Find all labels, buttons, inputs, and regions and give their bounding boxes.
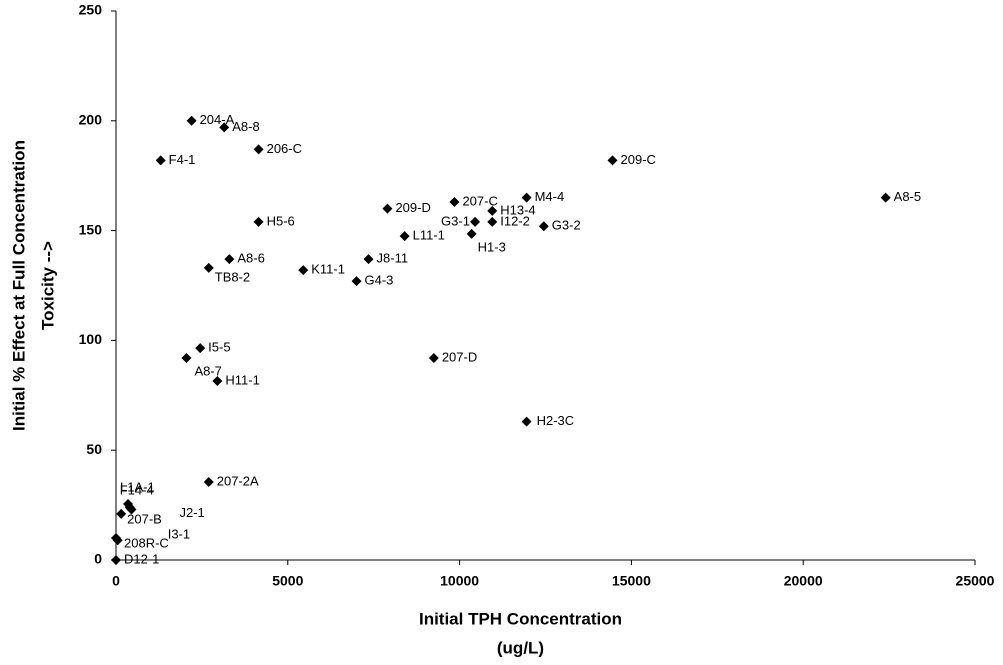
point-label: D12-1 bbox=[124, 551, 159, 566]
point-label: G3-1 bbox=[441, 213, 470, 228]
point-label: F14-4 bbox=[120, 483, 154, 498]
point bbox=[253, 144, 264, 155]
y-tick-label: 250 bbox=[79, 2, 103, 18]
point-label: 207-2A bbox=[217, 473, 259, 488]
point bbox=[195, 343, 206, 354]
point-label: G3-2 bbox=[552, 218, 581, 233]
point-label: H5-6 bbox=[267, 213, 295, 228]
y-axis-title: Initial % Effect at Full Concentration bbox=[9, 140, 28, 431]
point-label: A8-7 bbox=[194, 363, 221, 378]
y-axis-title: Toxicity --> bbox=[38, 241, 57, 330]
point bbox=[112, 535, 123, 546]
point bbox=[880, 192, 891, 203]
x-tick-label: 15000 bbox=[612, 573, 651, 589]
point-label: A8-6 bbox=[237, 251, 264, 266]
y-tick-label: 50 bbox=[86, 441, 102, 457]
x-tick-label: 20000 bbox=[784, 573, 823, 589]
point-label: 208R-C bbox=[124, 535, 169, 550]
point-label: 207-D bbox=[442, 349, 477, 364]
point-label: 206-C bbox=[267, 141, 302, 156]
point-label: K11-1 bbox=[311, 262, 345, 277]
point bbox=[155, 155, 166, 166]
point-label: I3-1 bbox=[168, 527, 190, 542]
point bbox=[607, 155, 618, 166]
x-tick-label: 5000 bbox=[272, 573, 303, 589]
point bbox=[253, 216, 264, 227]
point bbox=[219, 122, 230, 133]
point bbox=[538, 221, 549, 232]
point-label: L11-1 bbox=[413, 228, 445, 243]
point-label: G4-3 bbox=[365, 273, 394, 288]
point-label: L1A-1 bbox=[120, 479, 155, 494]
point bbox=[181, 352, 192, 363]
point bbox=[351, 276, 362, 287]
x-tick-label: 0 bbox=[112, 573, 120, 589]
point-label: J2-1 bbox=[179, 505, 204, 520]
point-label: J8-11 bbox=[377, 251, 409, 266]
point bbox=[212, 376, 223, 387]
point bbox=[428, 352, 439, 363]
point bbox=[487, 216, 498, 227]
point bbox=[203, 477, 214, 488]
point bbox=[111, 555, 121, 565]
point bbox=[203, 262, 214, 273]
y-tick-label: 150 bbox=[79, 221, 103, 237]
point-label: M4-4 bbox=[535, 189, 565, 204]
point bbox=[363, 254, 374, 265]
point bbox=[521, 416, 532, 427]
point-label: H11-1 bbox=[225, 372, 259, 387]
y-tick-label: 100 bbox=[79, 331, 103, 347]
x-axis-title: Initial TPH Concentration bbox=[419, 609, 622, 628]
point-label: 209-C bbox=[621, 152, 656, 167]
point-label: 207-C bbox=[462, 193, 497, 208]
point-label: 204-A bbox=[200, 112, 235, 127]
point-label: A8-5 bbox=[894, 189, 921, 204]
point-label: H1-3 bbox=[478, 239, 506, 254]
point bbox=[186, 115, 197, 126]
y-tick-label: 200 bbox=[79, 112, 103, 128]
point-label: I12-2 bbox=[500, 213, 530, 228]
point bbox=[449, 197, 460, 208]
point bbox=[399, 231, 410, 242]
point bbox=[126, 504, 137, 515]
point bbox=[382, 203, 393, 214]
point-label: 207-B bbox=[127, 511, 162, 526]
point bbox=[487, 205, 498, 216]
x-axis-title: (ug/L) bbox=[497, 638, 544, 657]
x-tick-label: 25000 bbox=[956, 573, 995, 589]
point-label: H13-4 bbox=[500, 202, 535, 217]
point-label: H2-3C bbox=[537, 413, 575, 428]
point bbox=[470, 216, 481, 227]
y-tick-label: 0 bbox=[94, 551, 102, 567]
x-tick-label: 10000 bbox=[440, 573, 479, 589]
point-label: F4-1 bbox=[169, 152, 196, 167]
point bbox=[521, 192, 532, 203]
point bbox=[224, 254, 235, 265]
point bbox=[116, 508, 127, 519]
point-label: I5-5 bbox=[208, 340, 230, 355]
point-label: A8-8 bbox=[232, 119, 259, 134]
point-label: TB8-2 bbox=[215, 269, 250, 284]
point bbox=[466, 228, 477, 239]
point bbox=[298, 265, 309, 276]
point-label: 209-D bbox=[395, 200, 430, 215]
